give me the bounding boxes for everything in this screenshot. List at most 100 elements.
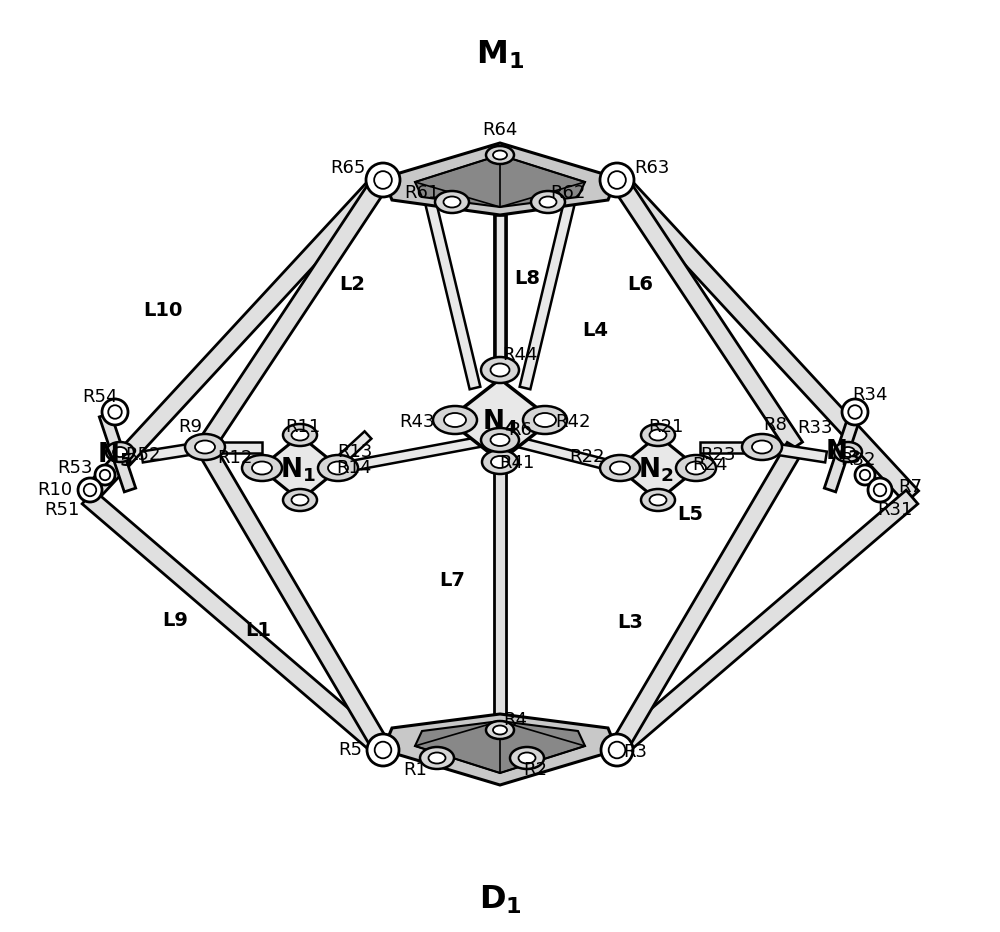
Text: R52: R52 — [125, 446, 161, 464]
Ellipse shape — [252, 461, 272, 474]
Ellipse shape — [650, 495, 666, 505]
Ellipse shape — [523, 406, 567, 434]
Polygon shape — [415, 155, 585, 207]
Ellipse shape — [428, 752, 446, 763]
Text: R8: R8 — [763, 416, 787, 434]
Ellipse shape — [106, 442, 134, 462]
Polygon shape — [339, 435, 491, 473]
Circle shape — [366, 163, 400, 197]
Circle shape — [600, 163, 634, 197]
Polygon shape — [383, 143, 617, 215]
Polygon shape — [99, 413, 136, 492]
Polygon shape — [610, 171, 919, 503]
Polygon shape — [609, 443, 803, 755]
Circle shape — [842, 399, 868, 425]
Ellipse shape — [283, 489, 317, 511]
Polygon shape — [495, 215, 505, 370]
Polygon shape — [415, 721, 585, 773]
Ellipse shape — [531, 191, 565, 213]
Polygon shape — [520, 199, 575, 390]
Ellipse shape — [486, 721, 514, 739]
Ellipse shape — [752, 441, 772, 454]
Ellipse shape — [493, 150, 507, 159]
Ellipse shape — [420, 747, 454, 769]
Circle shape — [375, 742, 391, 759]
Ellipse shape — [195, 441, 215, 454]
Text: R5: R5 — [338, 741, 362, 759]
Polygon shape — [82, 490, 389, 757]
Text: R10: R10 — [37, 481, 73, 499]
Ellipse shape — [242, 455, 282, 481]
Ellipse shape — [185, 434, 225, 460]
Text: L1: L1 — [245, 621, 271, 639]
Ellipse shape — [686, 461, 706, 474]
Text: R63: R63 — [634, 159, 670, 177]
Text: L2: L2 — [339, 276, 365, 295]
Text: R7: R7 — [898, 478, 922, 496]
Polygon shape — [700, 442, 762, 453]
Polygon shape — [81, 171, 390, 503]
Ellipse shape — [481, 357, 519, 383]
Text: R43: R43 — [399, 413, 435, 431]
Text: R14: R14 — [336, 459, 372, 477]
Circle shape — [609, 742, 625, 759]
Ellipse shape — [328, 461, 348, 474]
Polygon shape — [609, 173, 803, 452]
Text: R54: R54 — [82, 388, 118, 406]
Ellipse shape — [491, 456, 509, 468]
Ellipse shape — [676, 455, 716, 481]
Text: $\mathbf{N_2}$: $\mathbf{N_2}$ — [638, 456, 674, 485]
Polygon shape — [448, 379, 552, 461]
Circle shape — [868, 478, 892, 502]
Ellipse shape — [610, 461, 630, 474]
Text: L5: L5 — [677, 505, 703, 525]
Polygon shape — [260, 435, 340, 500]
Text: R33: R33 — [797, 419, 833, 437]
Circle shape — [855, 465, 875, 485]
Text: R53: R53 — [57, 459, 93, 477]
Text: R23: R23 — [700, 446, 736, 464]
Ellipse shape — [518, 752, 536, 763]
Text: R4: R4 — [503, 711, 527, 729]
Circle shape — [608, 171, 626, 189]
Text: R1: R1 — [403, 761, 427, 779]
Ellipse shape — [444, 413, 466, 427]
Text: R9: R9 — [178, 418, 202, 436]
Text: R42: R42 — [555, 413, 591, 431]
Text: R41: R41 — [499, 454, 535, 472]
Ellipse shape — [650, 430, 666, 441]
Text: L3: L3 — [617, 612, 643, 632]
Polygon shape — [824, 413, 861, 492]
Ellipse shape — [292, 430, 308, 441]
Text: R2: R2 — [523, 761, 547, 779]
Text: R12: R12 — [217, 449, 253, 467]
Ellipse shape — [510, 747, 544, 769]
Text: R22: R22 — [569, 448, 605, 466]
Text: R32: R32 — [840, 451, 876, 469]
Circle shape — [100, 470, 110, 480]
Ellipse shape — [486, 146, 514, 164]
Text: R13: R13 — [337, 443, 373, 461]
Text: R44: R44 — [502, 346, 538, 364]
Text: $\mathbf{N_1}$: $\mathbf{N_1}$ — [280, 456, 316, 485]
Text: $\mathbf{D_1}$: $\mathbf{D_1}$ — [479, 884, 521, 916]
Circle shape — [367, 734, 399, 766]
Text: R24: R24 — [692, 456, 728, 474]
Ellipse shape — [600, 455, 640, 481]
Text: R62: R62 — [550, 184, 586, 202]
Ellipse shape — [540, 197, 556, 208]
Ellipse shape — [490, 363, 510, 377]
Text: L8: L8 — [514, 268, 540, 287]
Text: L7: L7 — [439, 570, 465, 590]
Text: R3: R3 — [623, 743, 647, 761]
Polygon shape — [509, 435, 621, 473]
Text: $\mathbf{N_4}$: $\mathbf{N_4}$ — [482, 408, 518, 436]
Text: L10: L10 — [143, 300, 183, 320]
Circle shape — [601, 734, 633, 766]
Ellipse shape — [482, 450, 518, 474]
Text: R61: R61 — [404, 184, 440, 202]
Text: R65: R65 — [330, 159, 366, 177]
Polygon shape — [761, 442, 827, 462]
Ellipse shape — [481, 428, 519, 452]
Text: R6: R6 — [508, 421, 532, 439]
